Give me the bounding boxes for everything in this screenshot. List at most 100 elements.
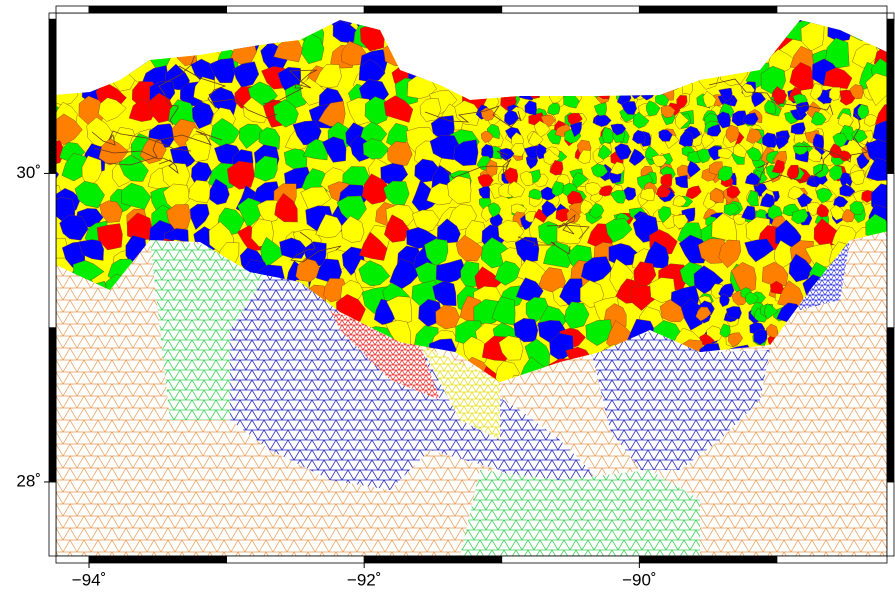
partition-cell bbox=[432, 280, 457, 306]
green-mesh bbox=[460, 470, 700, 556]
partition-cell bbox=[556, 222, 584, 245]
partition-cell bbox=[728, 332, 743, 348]
partition-cell bbox=[863, 113, 879, 127]
partition-cell bbox=[364, 96, 390, 126]
partition-cell bbox=[485, 159, 498, 177]
partition-cell bbox=[719, 293, 730, 308]
partition-cell bbox=[274, 193, 298, 223]
partition-cell bbox=[74, 180, 105, 209]
partition-cell bbox=[849, 201, 865, 215]
partition-cell bbox=[865, 139, 887, 165]
partition-cell bbox=[655, 184, 672, 198]
partition-cell bbox=[551, 180, 566, 197]
river-line bbox=[290, 231, 342, 263]
partition-cell bbox=[507, 181, 526, 198]
partition-cell bbox=[726, 306, 742, 320]
partition-cell bbox=[361, 173, 392, 205]
partition-cell bbox=[362, 138, 390, 160]
partition-cell bbox=[488, 202, 501, 218]
partition-cell bbox=[595, 113, 612, 127]
partition-cell bbox=[253, 155, 278, 182]
partition-cell bbox=[861, 189, 874, 203]
mesh bbox=[56, 13, 887, 556]
partition-cell bbox=[191, 100, 214, 130]
partition-cell bbox=[208, 57, 236, 84]
partition-cell bbox=[828, 86, 841, 101]
partition-cell bbox=[315, 213, 344, 239]
partition-cell bbox=[804, 243, 835, 270]
partition-cell bbox=[621, 101, 637, 115]
frame-segment bbox=[776, 555, 888, 564]
partition-cell bbox=[659, 299, 689, 323]
partition-cell bbox=[359, 231, 388, 261]
river-line bbox=[93, 147, 179, 175]
river-line bbox=[158, 54, 196, 126]
partition-cell bbox=[121, 182, 152, 210]
frame-segment bbox=[363, 5, 503, 14]
partition-cell bbox=[564, 301, 590, 330]
red-mesh bbox=[330, 310, 440, 400]
partition-cell bbox=[411, 179, 442, 214]
partition-cell bbox=[387, 141, 413, 167]
partition-cell bbox=[786, 164, 800, 180]
partition-cell bbox=[601, 126, 615, 144]
partition-cell bbox=[833, 195, 849, 208]
partition-cell bbox=[674, 111, 690, 130]
partition-cell bbox=[849, 84, 864, 100]
partition-cell bbox=[447, 175, 472, 205]
partition-cell bbox=[731, 262, 757, 295]
partition-cell bbox=[96, 223, 123, 251]
frame-segment bbox=[363, 555, 503, 564]
partition-cell bbox=[528, 131, 544, 147]
partition-cell bbox=[632, 111, 650, 129]
partition-cell bbox=[725, 124, 740, 143]
partition-cell bbox=[189, 203, 210, 231]
partition-cell bbox=[273, 99, 299, 128]
y-tick-label: 28˚ bbox=[16, 471, 41, 490]
partition-cell bbox=[571, 172, 588, 188]
partition-cell bbox=[56, 185, 63, 211]
yellow-mesh bbox=[420, 345, 500, 440]
partition-cell bbox=[126, 212, 153, 241]
partition-cell bbox=[791, 208, 809, 225]
partition-cell bbox=[577, 149, 592, 164]
partition-cell bbox=[741, 83, 755, 98]
partition-cell bbox=[672, 195, 687, 207]
partition-cell bbox=[233, 61, 260, 88]
partition-cell bbox=[59, 214, 89, 241]
partition-cell bbox=[742, 112, 759, 125]
partition-cell bbox=[497, 220, 525, 243]
frame-segment bbox=[48, 18, 57, 174]
partition-cell bbox=[237, 197, 263, 229]
partition-cell bbox=[533, 120, 551, 138]
partition-cell bbox=[651, 154, 668, 168]
frame-segment bbox=[48, 173, 57, 329]
partition-cell bbox=[751, 91, 766, 108]
river-line bbox=[262, 69, 318, 105]
partition-cell bbox=[761, 261, 789, 287]
partition-cell bbox=[832, 132, 848, 149]
partition-cell bbox=[610, 161, 626, 175]
partition-cell bbox=[81, 155, 102, 189]
partition-cell bbox=[528, 188, 544, 200]
partition-cell bbox=[695, 306, 712, 322]
partition-cell bbox=[809, 82, 823, 101]
partition-cell bbox=[464, 220, 487, 245]
partition-cell bbox=[260, 236, 286, 268]
partition-cell bbox=[829, 165, 843, 181]
partition-cell bbox=[460, 260, 480, 288]
partition-cell bbox=[543, 241, 575, 269]
partition-cell bbox=[188, 179, 212, 203]
frame-segment bbox=[55, 5, 90, 14]
partition-cell bbox=[429, 134, 461, 161]
partition-cell bbox=[519, 170, 534, 186]
river-line bbox=[546, 213, 590, 240]
frame-segment bbox=[886, 173, 895, 329]
partition-cell bbox=[872, 120, 887, 145]
partition-cell bbox=[828, 143, 842, 159]
partition-cell bbox=[435, 304, 460, 330]
partition-cell bbox=[658, 129, 673, 142]
partition-cell bbox=[295, 258, 322, 286]
partition-cell bbox=[99, 200, 123, 223]
partition-cell bbox=[585, 319, 613, 346]
